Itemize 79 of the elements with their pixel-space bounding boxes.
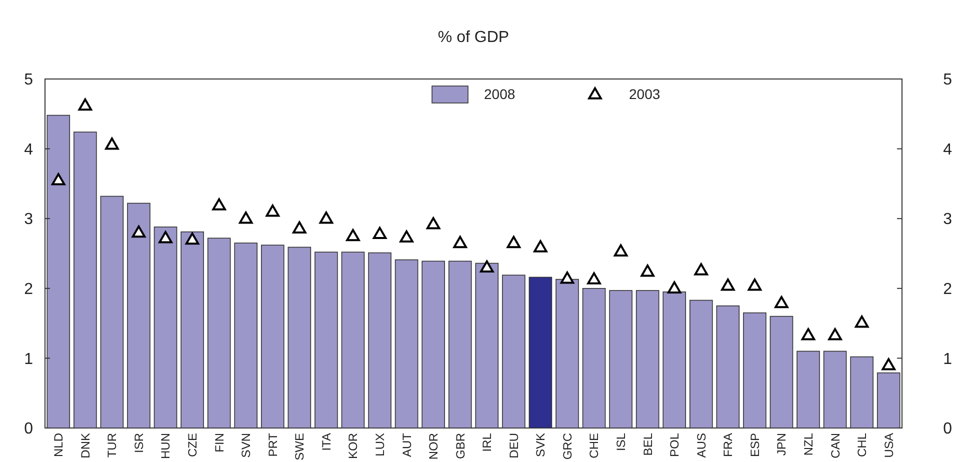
point bbox=[667, 281, 682, 294]
x-tick-label: CAN bbox=[828, 433, 842, 458]
x-tick-label: IRL bbox=[480, 432, 494, 452]
y-tick-label: 3 bbox=[24, 211, 34, 228]
x-tick-label: HUN bbox=[158, 433, 173, 459]
point bbox=[453, 236, 467, 248]
point bbox=[801, 328, 816, 340]
y2-tick-label: 0 bbox=[943, 420, 952, 438]
x-tick-label: JPN bbox=[774, 433, 789, 456]
x-tick-label: KOR bbox=[346, 432, 360, 460]
point bbox=[346, 228, 360, 242]
x-tick-label: DNK bbox=[78, 433, 92, 458]
x-tick-label: NZL bbox=[801, 432, 816, 456]
point bbox=[694, 263, 708, 276]
x-tick-label: ISL bbox=[614, 432, 628, 452]
x-tick-label: NOR bbox=[426, 432, 441, 460]
point bbox=[854, 316, 869, 328]
legend-label: 2003 bbox=[629, 86, 660, 102]
point bbox=[238, 212, 253, 224]
x-tick-label: FIN bbox=[212, 433, 226, 452]
point bbox=[640, 264, 654, 277]
x-tick-label: CHL bbox=[855, 432, 870, 458]
y2-tick-label: 2 bbox=[943, 281, 952, 298]
x-tick-label: FRA bbox=[721, 433, 736, 457]
point bbox=[587, 272, 601, 284]
point bbox=[400, 230, 414, 243]
x-tick-label: AUS bbox=[694, 433, 708, 458]
point bbox=[506, 236, 521, 248]
point bbox=[560, 272, 574, 284]
point bbox=[372, 226, 387, 240]
point bbox=[132, 225, 146, 238]
y-tick-label: 1 bbox=[24, 350, 34, 368]
x-tick-label: ISR bbox=[132, 432, 146, 454]
y-tick-label: 2 bbox=[24, 281, 34, 298]
point bbox=[721, 278, 735, 291]
x-tick-label: BEL bbox=[640, 432, 655, 456]
x-tick-label: AUT bbox=[400, 432, 414, 457]
x-tick-label: CHE bbox=[587, 433, 602, 458]
x-tick-label: TUR bbox=[105, 432, 120, 458]
x-tick-label: CZE bbox=[185, 433, 200, 457]
x-tick-label: GBR bbox=[453, 432, 468, 460]
point bbox=[426, 217, 440, 230]
x-tick-label: PRT bbox=[266, 432, 280, 457]
point bbox=[78, 98, 92, 111]
x-tick-label: ESP bbox=[748, 433, 762, 458]
point bbox=[266, 204, 280, 217]
x-tick-label: SWE bbox=[292, 433, 307, 460]
y-tick-label: 4 bbox=[24, 141, 34, 158]
point bbox=[105, 138, 119, 150]
y2-tick-label: 3 bbox=[943, 211, 952, 228]
point bbox=[480, 260, 494, 273]
point bbox=[52, 173, 66, 186]
x-tick-label: DEU bbox=[506, 433, 521, 458]
point bbox=[828, 328, 842, 340]
point bbox=[185, 232, 200, 245]
x-tick-label: ITA bbox=[319, 433, 334, 451]
point bbox=[882, 358, 896, 370]
point bbox=[319, 212, 334, 224]
x-tick-label: USA bbox=[882, 433, 896, 458]
x-tick-label: GRC bbox=[560, 432, 574, 460]
point bbox=[158, 231, 172, 244]
x-tick-label: SVK bbox=[534, 433, 548, 458]
point bbox=[534, 240, 548, 252]
point bbox=[614, 244, 628, 256]
point bbox=[774, 296, 788, 308]
y2-tick-label: 5 bbox=[943, 72, 952, 89]
y2-tick-label: 4 bbox=[943, 141, 952, 158]
point bbox=[212, 198, 226, 210]
chart-title: % of GDP bbox=[438, 29, 510, 46]
y2-tick-label: 1 bbox=[943, 350, 952, 368]
y-tick-label: 0 bbox=[24, 420, 34, 438]
x-tick-label: SVN bbox=[239, 433, 254, 458]
x-tick-label: NLD bbox=[52, 432, 66, 458]
legend-label: 2008 bbox=[484, 86, 516, 102]
x-tick-label: POL bbox=[668, 432, 682, 458]
x-tick-label: LUX bbox=[372, 433, 387, 456]
point bbox=[748, 278, 762, 291]
point bbox=[292, 221, 306, 234]
y-tick-label: 5 bbox=[24, 72, 34, 89]
